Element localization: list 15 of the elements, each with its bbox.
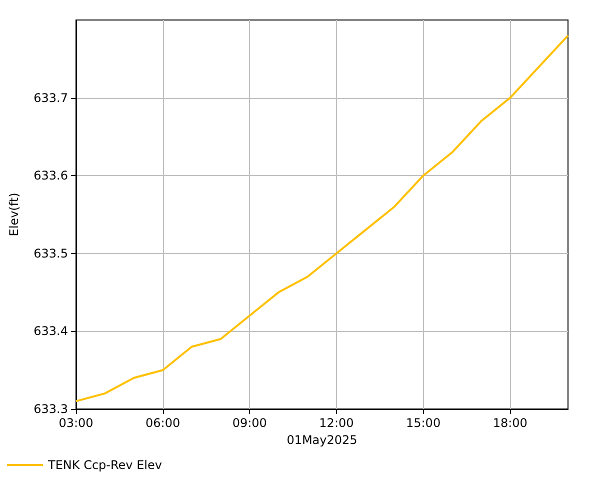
x-tick-label: 12:00 — [319, 416, 354, 430]
x-tick-label: 06:00 — [146, 416, 180, 430]
x-tick-label: 09:00 — [232, 416, 267, 430]
y-tick-label: 633.3 — [34, 402, 68, 416]
line-series — [75, 34, 569, 402]
y-tick-label: 633.7 — [34, 90, 68, 105]
y-tick-label: 633.4 — [34, 324, 68, 338]
x-tick-label: 03:00 — [58, 416, 94, 430]
x-tick-label: 18:00 — [492, 416, 528, 430]
x-tick-label: 15:00 — [406, 416, 441, 430]
legend-label: TENK Ccp-Rev Elev — [47, 458, 162, 472]
y-tick-label: 633.6 — [34, 168, 68, 183]
y-tick-label: 633.5 — [34, 246, 68, 260]
x-axis-title: 01May2025 — [286, 433, 358, 447]
y-axis-title: Elev(ft) — [7, 192, 21, 236]
